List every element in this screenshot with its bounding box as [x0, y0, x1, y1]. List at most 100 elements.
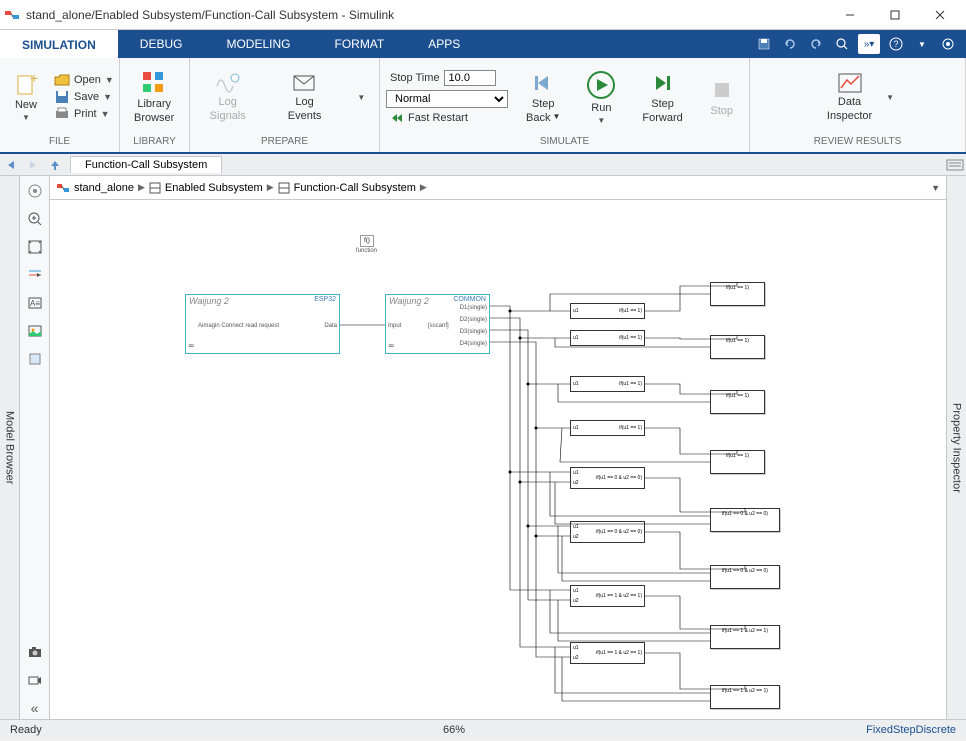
- action-subsystem-block[interactable]: if(u1 == 0 & u2 == 0): [710, 565, 780, 589]
- model-icon: [56, 181, 70, 195]
- fit-button[interactable]: [24, 236, 46, 258]
- search-icon[interactable]: [832, 34, 852, 54]
- undo-icon[interactable]: [780, 34, 800, 54]
- statusbar: Ready 66% FixedStepDiscrete: [0, 719, 966, 739]
- action-subsystem-block[interactable]: if(u1 == 1 & u2 == 1): [710, 685, 780, 709]
- titlebar: stand_alone/Enabled Subsystem/Function-C…: [0, 0, 966, 30]
- new-button[interactable]: + New ▼: [6, 71, 46, 124]
- signal-lines: [50, 200, 946, 719]
- subsystem-icon: [149, 182, 161, 194]
- action-subsystem-block[interactable]: if(u1 == 1 & u2 == 1): [710, 625, 780, 649]
- action-subsystem-block[interactable]: if(u1 == 0 & u2 == 0): [710, 508, 780, 532]
- screenshot-button[interactable]: [24, 641, 46, 663]
- group-file-label: FILE: [0, 136, 119, 152]
- status-solver[interactable]: FixedStepDiscrete: [866, 724, 956, 736]
- if-block[interactable]: u1u2if(u1 == 1 & u2 == 1): [570, 642, 645, 664]
- step-back-button[interactable]: Step Back▼: [518, 68, 568, 126]
- group-simulate-label: SIMULATE: [380, 136, 749, 152]
- area-button[interactable]: [24, 348, 46, 370]
- help-dropdown-icon[interactable]: ▼: [912, 34, 932, 54]
- sample-time-button[interactable]: [24, 264, 46, 286]
- crumb-root[interactable]: stand_alone: [74, 182, 134, 194]
- work-area: Model Browser A≡ « stand_alone ▶ Enabled…: [0, 176, 966, 719]
- if-block[interactable]: u1if(u1 == 1): [570, 330, 645, 346]
- status-ready: Ready: [10, 724, 42, 736]
- action-subsystem-block[interactable]: if(u1 == 1): [710, 450, 765, 474]
- tab-debug[interactable]: DEBUG: [118, 30, 205, 58]
- function-port-block[interactable]: f(): [360, 235, 374, 247]
- help-icon[interactable]: ?: [886, 34, 906, 54]
- link-icon: ⮹: [388, 342, 394, 352]
- log-signals-button[interactable]: LogSignals: [202, 70, 254, 124]
- sim-mode-select[interactable]: Normal: [386, 90, 508, 108]
- simulink-icon: [4, 7, 20, 23]
- crumb-enabled[interactable]: Enabled Subsystem: [165, 182, 263, 194]
- action-subsystem-block[interactable]: if(u1 == 1): [710, 282, 765, 306]
- run-button[interactable]: Run▼: [578, 68, 624, 127]
- save-icon[interactable]: [754, 34, 774, 54]
- target-icon[interactable]: [938, 34, 958, 54]
- stop-button[interactable]: Stop: [701, 75, 743, 119]
- subsystem-icon: [278, 182, 290, 194]
- step-forward-button[interactable]: StepForward: [634, 68, 690, 126]
- canvas[interactable]: f() function Waijung 2 ESP32 Aimagin Con…: [50, 200, 946, 719]
- review-dropdown[interactable]: ▼: [884, 93, 896, 102]
- record-button[interactable]: [24, 669, 46, 691]
- prepare-dropdown[interactable]: ▼: [355, 93, 367, 102]
- zoom-button[interactable]: [24, 208, 46, 230]
- overflow-icon[interactable]: »▾: [858, 34, 880, 54]
- crumb-fcncall[interactable]: Function-Call Subsystem: [294, 182, 416, 194]
- link-icon: ⮹: [188, 342, 194, 352]
- if-block[interactable]: u1if(u1 == 1): [570, 303, 645, 319]
- svg-text:+: +: [30, 73, 38, 86]
- if-block[interactable]: u1if(u1 == 1): [570, 376, 645, 392]
- group-prepare-label: PREPARE: [190, 136, 379, 152]
- action-subsystem-block[interactable]: if(u1 == 1): [710, 390, 765, 414]
- print-button[interactable]: Print▼: [50, 106, 119, 122]
- model-browser-tab[interactable]: Model Browser: [0, 176, 20, 719]
- function-port-label: function: [356, 248, 377, 254]
- toolstrip-tabs: SIMULATION DEBUG MODELING FORMAT APPS »▾…: [0, 30, 966, 58]
- tab-format[interactable]: FORMAT: [312, 30, 406, 58]
- tab-modeling[interactable]: MODELING: [204, 30, 312, 58]
- group-library-label: LIBRARY: [120, 136, 189, 152]
- collapse-button[interactable]: «: [24, 697, 46, 719]
- action-subsystem-block[interactable]: if(u1 == 1): [710, 335, 765, 359]
- save-button[interactable]: Save▼: [50, 89, 119, 105]
- waijung-sscanf-block[interactable]: Waijung 2 COMMON Input [sscanf] D1(singl…: [385, 294, 490, 354]
- model-tab[interactable]: Function-Call Subsystem: [70, 156, 222, 173]
- hide-browser-button[interactable]: [24, 180, 46, 202]
- annotations-button[interactable]: A≡: [24, 292, 46, 314]
- window-title: stand_alone/Enabled Subsystem/Function-C…: [26, 8, 827, 22]
- close-button[interactable]: [917, 0, 962, 30]
- image-button[interactable]: [24, 320, 46, 342]
- nav-forward-button[interactable]: [22, 154, 44, 176]
- waijung-read-block[interactable]: Waijung 2 ESP32 Aimagin Connect read req…: [185, 294, 340, 354]
- fast-restart-button[interactable]: Fast Restart: [386, 111, 508, 125]
- log-events-button[interactable]: LogEvents: [280, 70, 330, 124]
- chevron-right-icon: ▶: [267, 182, 274, 193]
- chevron-right-icon: ▶: [420, 182, 427, 193]
- stop-time-field: Stop Time: [386, 69, 508, 87]
- tab-simulation[interactable]: SIMULATION: [0, 30, 118, 58]
- stop-time-input[interactable]: [444, 70, 496, 86]
- if-block[interactable]: u1u2if(u1 == 0 & u2 == 0): [570, 467, 645, 489]
- keyboard-icon[interactable]: [944, 154, 966, 176]
- breadcrumb-dropdown[interactable]: ▼: [931, 183, 940, 193]
- breadcrumb: stand_alone ▶ Enabled Subsystem ▶ Functi…: [50, 176, 946, 200]
- tab-apps[interactable]: APPS: [406, 30, 482, 58]
- if-block[interactable]: u1u2if(u1 == 1 & u2 == 1): [570, 585, 645, 607]
- if-block[interactable]: u1u2if(u1 == 0 & u2 == 0): [570, 521, 645, 543]
- library-browser-button[interactable]: LibraryBrowser: [126, 68, 182, 126]
- redo-icon[interactable]: [806, 34, 826, 54]
- chevron-right-icon: ▶: [138, 182, 145, 193]
- maximize-button[interactable]: [872, 0, 917, 30]
- data-inspector-button[interactable]: DataInspector: [819, 70, 880, 124]
- minimize-button[interactable]: [827, 0, 872, 30]
- property-inspector-tab[interactable]: Property Inspector: [946, 176, 966, 719]
- if-block[interactable]: u1if(u1 == 1): [570, 420, 645, 436]
- nav-up-button[interactable]: [44, 154, 66, 176]
- nav-back-button[interactable]: [0, 154, 22, 176]
- open-button[interactable]: Open▼: [50, 72, 119, 88]
- status-zoom[interactable]: 66%: [443, 724, 465, 736]
